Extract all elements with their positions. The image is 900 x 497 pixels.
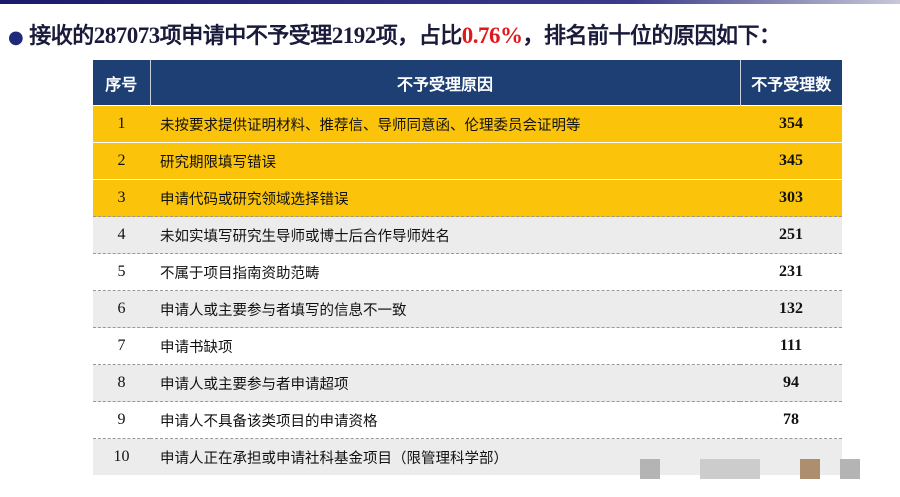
watermark <box>800 459 820 479</box>
table-row: 5 不属于项目指南资助范畴 231 <box>93 253 842 291</box>
row-number: 6 <box>93 290 150 328</box>
table-row: 7 申请书缺项 111 <box>93 327 842 365</box>
row-reason: 申请人或主要参与者填写的信息不一致 <box>150 290 740 328</box>
table-row: 3 申请代码或研究领域选择错误 303 <box>93 179 842 217</box>
table-header: 序号 不予受理原因 不予受理数 <box>93 60 842 106</box>
row-count: 111 <box>740 327 842 365</box>
bullet-icon: ● <box>8 27 24 48</box>
title-text: 接收的 <box>29 24 94 49</box>
table-row: 9 申请人不具备该类项目的申请资格 78 <box>93 401 842 439</box>
row-count: 303 <box>740 179 842 217</box>
row-count: 354 <box>740 105 842 143</box>
row-number: 4 <box>93 216 150 254</box>
row-count: 231 <box>740 253 842 291</box>
row-number: 2 <box>93 142 150 180</box>
watermark <box>840 459 860 479</box>
row-reason: 未如实填写研究生导师或博士后合作导师姓名 <box>150 216 740 254</box>
title-text: ，排名前十位的原因如下： <box>522 24 782 49</box>
table-row: 10 申请人正在承担或申请社科基金项目（限管理科学部） <box>93 438 842 475</box>
row-number: 5 <box>93 253 150 291</box>
table-row: 8 申请人或主要参与者申请超项 94 <box>93 364 842 402</box>
rejected-count: 2192 <box>331 23 377 48</box>
table-row: 2 研究期限填写错误 345 <box>93 142 842 180</box>
watermark <box>640 459 660 479</box>
table-row: 4 未如实填写研究生导师或博士后合作导师姓名 251 <box>93 216 842 254</box>
row-number: 3 <box>93 179 150 217</box>
ratio-value: 0.76% <box>461 23 523 48</box>
watermark <box>700 459 760 479</box>
row-number: 7 <box>93 327 150 365</box>
row-number: 9 <box>93 401 150 439</box>
col-header-reason: 不予受理原因 <box>149 60 740 106</box>
row-number: 10 <box>93 438 150 475</box>
row-count: 345 <box>740 142 842 180</box>
row-reason: 申请人不具备该类项目的申请资格 <box>150 401 740 439</box>
slide-title: ● 接收的287073项申请中不予受理2192项，占比0.76%，排名前十位的原因… <box>8 18 781 50</box>
row-count: 132 <box>740 290 842 328</box>
row-count: 251 <box>740 216 842 254</box>
row-reason: 申请书缺项 <box>150 327 740 365</box>
top-banner <box>0 0 900 4</box>
rejection-reasons-table: 序号 不予受理原因 不予受理数 1 未按要求提供证明材料、推荐信、导师同意函、伦理… <box>93 60 842 475</box>
title-text: 项，占比 <box>375 24 463 49</box>
table-row: 6 申请人或主要参与者填写的信息不一致 132 <box>93 290 842 328</box>
row-number: 1 <box>93 105 150 143</box>
row-reason: 申请代码或研究领域选择错误 <box>150 179 740 217</box>
row-reason: 申请人或主要参与者申请超项 <box>150 364 740 402</box>
col-header-no: 序号 <box>93 60 150 106</box>
row-reason: 不属于项目指南资助范畴 <box>150 253 740 291</box>
col-header-count: 不予受理数 <box>739 60 842 106</box>
row-reason: 申请人正在承担或申请社科基金项目（限管理科学部） <box>150 438 740 475</box>
total-count: 287073 <box>93 23 161 48</box>
table-row: 1 未按要求提供证明材料、推荐信、导师同意函、伦理委员会证明等 354 <box>93 105 842 143</box>
row-count: 78 <box>740 401 842 439</box>
row-number: 8 <box>93 364 150 402</box>
title-text: 项申请中不予受理 <box>159 24 333 49</box>
row-reason: 研究期限填写错误 <box>150 142 740 180</box>
row-count: 94 <box>740 364 842 402</box>
row-reason: 未按要求提供证明材料、推荐信、导师同意函、伦理委员会证明等 <box>150 105 740 143</box>
